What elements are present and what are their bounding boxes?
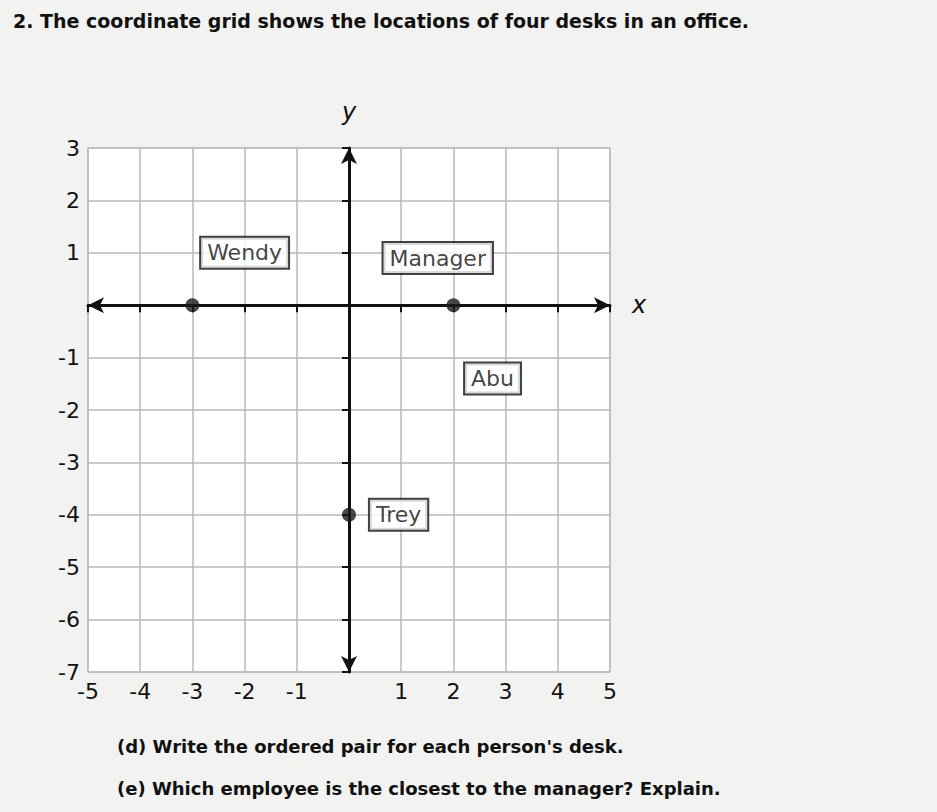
svg-text:(e) Which employee is the clos: (e) Which employee is the closest to the… bbox=[117, 778, 721, 799]
svg-text:Wendy: Wendy bbox=[207, 240, 282, 265]
svg-text:-4: -4 bbox=[58, 502, 80, 527]
svg-text:Abu: Abu bbox=[471, 366, 514, 391]
svg-text:1: 1 bbox=[66, 240, 80, 265]
svg-text:5: 5 bbox=[603, 679, 617, 704]
svg-text:x: x bbox=[631, 291, 647, 319]
svg-text:-3: -3 bbox=[58, 450, 80, 475]
svg-text:y: y bbox=[341, 98, 357, 126]
svg-text:-1: -1 bbox=[286, 679, 308, 704]
svg-text:-3: -3 bbox=[181, 679, 203, 704]
svg-text:2: 2 bbox=[446, 679, 460, 704]
svg-text:4: 4 bbox=[551, 679, 565, 704]
svg-text:-1: -1 bbox=[58, 345, 80, 370]
svg-text:(d) Write the ordered pair for: (d) Write the ordered pair for each pers… bbox=[117, 736, 624, 757]
svg-text:-5: -5 bbox=[58, 555, 80, 580]
svg-text:Trey: Trey bbox=[375, 502, 421, 527]
svg-text:3: 3 bbox=[499, 679, 513, 704]
svg-text:2. The coordinate grid shows t: 2. The coordinate grid shows the locatio… bbox=[13, 10, 749, 32]
svg-text:Manager: Manager bbox=[390, 246, 487, 271]
svg-text:-6: -6 bbox=[58, 607, 80, 632]
svg-text:-7: -7 bbox=[58, 659, 80, 685]
svg-text:-5: -5 bbox=[77, 679, 99, 704]
svg-text:-2: -2 bbox=[58, 398, 80, 423]
svg-text:-2: -2 bbox=[234, 679, 256, 704]
svg-text:-4: -4 bbox=[129, 679, 151, 704]
svg-text:2: 2 bbox=[66, 188, 80, 213]
svg-text:3: 3 bbox=[66, 136, 80, 161]
svg-text:1: 1 bbox=[394, 679, 408, 704]
